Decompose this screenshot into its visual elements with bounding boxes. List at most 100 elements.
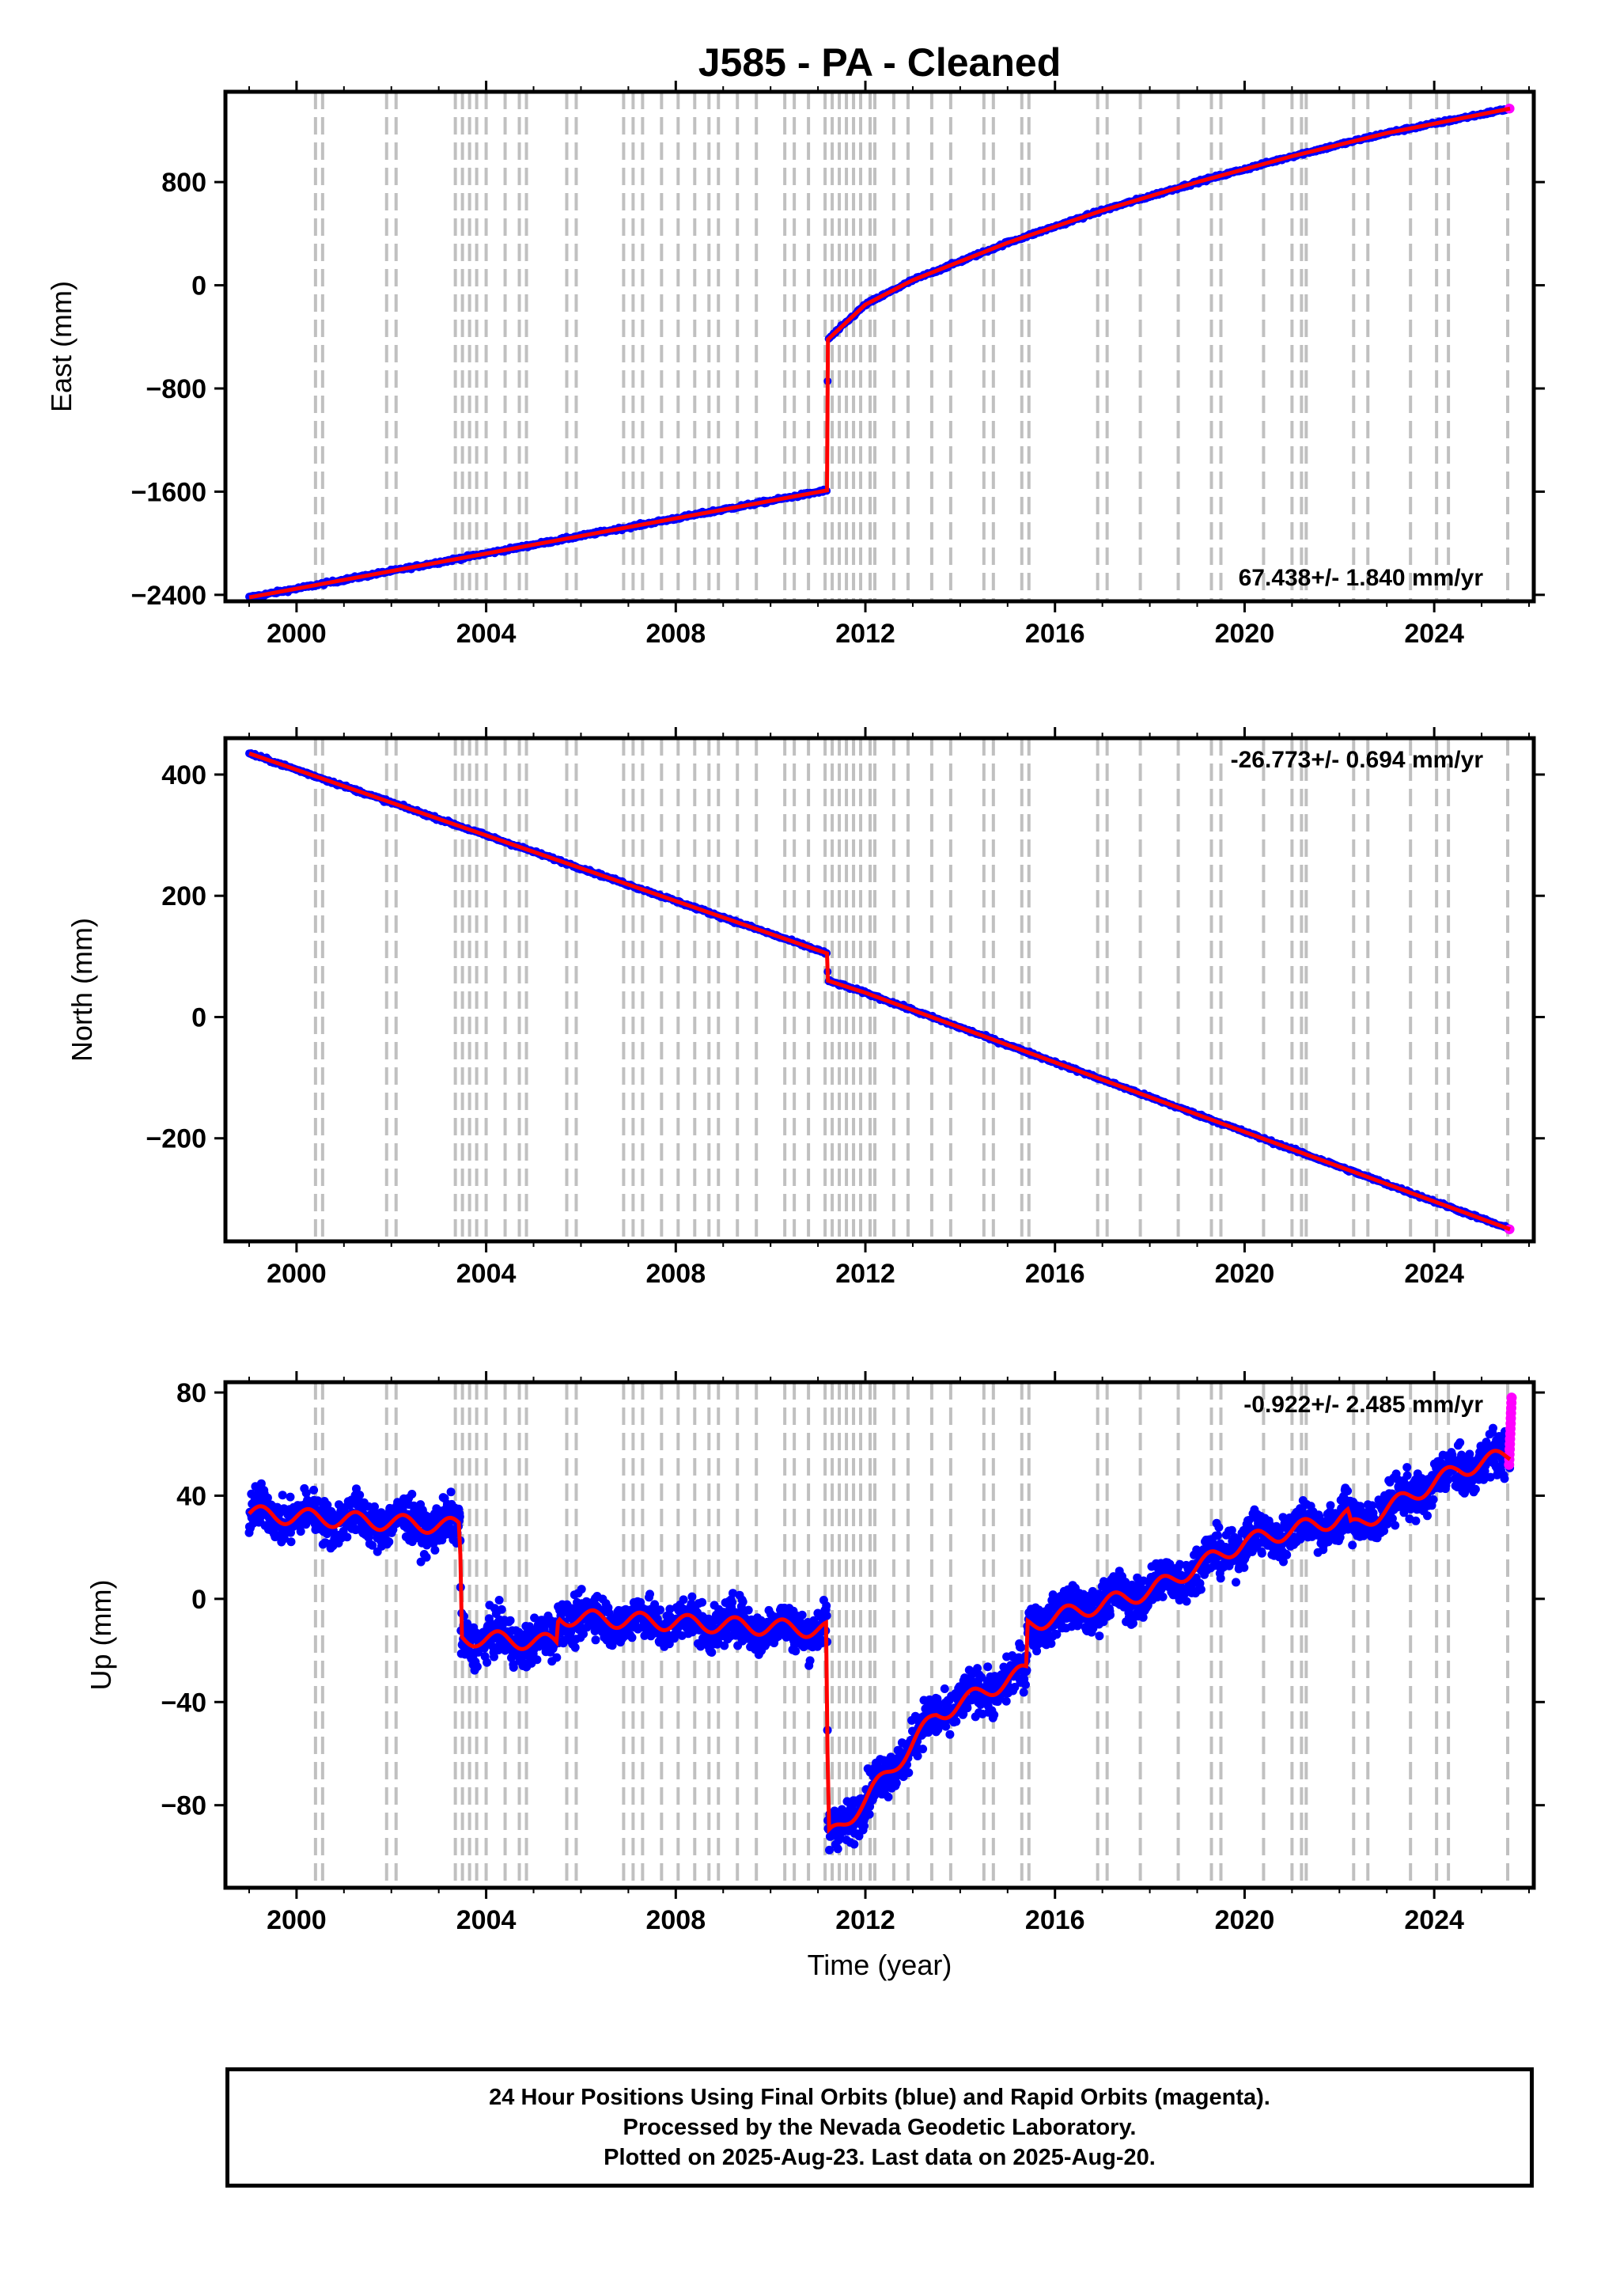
x-tick-label: 2024 bbox=[1404, 1259, 1464, 1289]
plot-frame bbox=[223, 89, 1536, 604]
data-point bbox=[941, 1722, 951, 1731]
data-point bbox=[797, 1610, 807, 1620]
x-tick-label: 2024 bbox=[1404, 619, 1464, 649]
x-tick-label: 2016 bbox=[1025, 619, 1085, 649]
data-point bbox=[656, 1605, 665, 1615]
data-point bbox=[850, 1839, 859, 1849]
y-tick-label: 200 bbox=[161, 881, 206, 911]
data-point bbox=[913, 1752, 922, 1760]
position-points bbox=[245, 749, 1515, 1234]
data-point bbox=[918, 1745, 928, 1754]
data-point bbox=[497, 1605, 506, 1614]
data-point bbox=[983, 1662, 993, 1672]
data-point bbox=[309, 1485, 319, 1495]
east-panel: 2000 2004 2008 2012 2016 2020 2024−2400−1600−8… bbox=[45, 81, 1545, 649]
y-tick-label: −200 bbox=[146, 1124, 206, 1154]
equipment-step-lines bbox=[313, 92, 1510, 601]
data-point bbox=[323, 1500, 332, 1510]
data-point bbox=[278, 1491, 287, 1500]
data-point bbox=[577, 1585, 586, 1594]
data-point bbox=[263, 1493, 272, 1502]
data-point bbox=[368, 1540, 377, 1550]
data-point bbox=[505, 1616, 515, 1625]
data-point bbox=[552, 1653, 562, 1662]
x-tick-label: 2012 bbox=[835, 1259, 895, 1289]
data-point bbox=[679, 1595, 688, 1605]
data-point bbox=[744, 1605, 753, 1615]
data-point bbox=[825, 1845, 834, 1855]
data-point bbox=[650, 1600, 660, 1609]
model-trend-line bbox=[248, 106, 1511, 600]
x-tick-label: 2000 bbox=[267, 619, 327, 649]
data-point bbox=[446, 1487, 456, 1497]
y-tick-label: 400 bbox=[161, 760, 206, 790]
data-point bbox=[791, 1646, 800, 1656]
data-point bbox=[370, 1502, 379, 1511]
figure-title: J585 - PA - Cleaned bbox=[698, 40, 1062, 85]
data-point bbox=[665, 1605, 675, 1614]
data-point bbox=[286, 1537, 296, 1547]
x-tick-label: 2000 bbox=[267, 1259, 327, 1289]
data-point bbox=[422, 1552, 431, 1562]
data-point bbox=[532, 1655, 542, 1665]
data-point bbox=[865, 1809, 874, 1819]
data-point bbox=[891, 1779, 901, 1788]
y-tick-label: −1600 bbox=[131, 477, 207, 507]
data-point bbox=[822, 1601, 831, 1611]
data-point bbox=[952, 1717, 961, 1726]
data-point bbox=[407, 1490, 417, 1498]
data-point bbox=[256, 1479, 266, 1488]
data-point bbox=[945, 1730, 955, 1739]
data-point bbox=[805, 1656, 815, 1665]
y-axis-label: North (mm) bbox=[66, 918, 98, 1062]
data-point bbox=[860, 1821, 869, 1831]
data-point bbox=[822, 1611, 831, 1620]
data-point bbox=[355, 1491, 365, 1500]
model-trend-line bbox=[248, 751, 1511, 1232]
data-point bbox=[904, 1768, 914, 1778]
data-point bbox=[494, 1596, 504, 1605]
data-point bbox=[430, 1545, 440, 1555]
up-panel: 2000 2004 2008 2012 2016 2020 2024−80−4004080U… bbox=[85, 1371, 1545, 1981]
data-point bbox=[645, 1589, 654, 1599]
data-point bbox=[530, 1613, 539, 1623]
x-tick-label: 2004 bbox=[456, 1259, 517, 1289]
velocity-label: 67.438+/- 1.840 mm/yr bbox=[1239, 565, 1484, 591]
y-axis-label: East (mm) bbox=[45, 281, 78, 412]
position-points bbox=[245, 104, 1515, 601]
data-point bbox=[286, 1492, 295, 1502]
data-point bbox=[738, 1597, 748, 1607]
x-tick-label: 2012 bbox=[835, 619, 895, 649]
data-point bbox=[301, 1488, 311, 1498]
data-point bbox=[343, 1533, 352, 1542]
data-point bbox=[483, 1658, 492, 1667]
data-point bbox=[707, 1648, 717, 1657]
data-point bbox=[455, 1512, 464, 1521]
data-point bbox=[963, 1703, 972, 1713]
data-point bbox=[990, 1711, 999, 1719]
data-point bbox=[384, 1537, 394, 1547]
y-tick-label: 0 bbox=[191, 271, 206, 301]
y-tick-label: −2400 bbox=[131, 581, 207, 611]
data-point bbox=[728, 1597, 737, 1607]
data-point bbox=[833, 1844, 842, 1854]
y-tick-label: 800 bbox=[161, 168, 206, 198]
north-panel: 2000 2004 2008 2012 2016 2020 2024−2000200400N… bbox=[66, 727, 1545, 1289]
data-point bbox=[627, 1633, 637, 1642]
equipment-step-lines bbox=[313, 738, 1510, 1241]
data-point bbox=[1001, 1696, 1011, 1706]
data-point bbox=[296, 1527, 305, 1536]
data-point bbox=[570, 1642, 580, 1652]
data-point bbox=[698, 1597, 707, 1607]
x-tick-label: 2020 bbox=[1215, 619, 1275, 649]
data-point bbox=[509, 1663, 518, 1672]
data-point bbox=[687, 1592, 697, 1601]
plot-frame bbox=[223, 736, 1536, 1244]
data-point bbox=[591, 1635, 600, 1645]
x-tick-label: 2008 bbox=[645, 619, 706, 649]
data-point bbox=[720, 1641, 729, 1650]
position-points bbox=[244, 1392, 1517, 1855]
data-point bbox=[973, 1664, 982, 1673]
x-tick-label: 2008 bbox=[645, 1259, 706, 1289]
